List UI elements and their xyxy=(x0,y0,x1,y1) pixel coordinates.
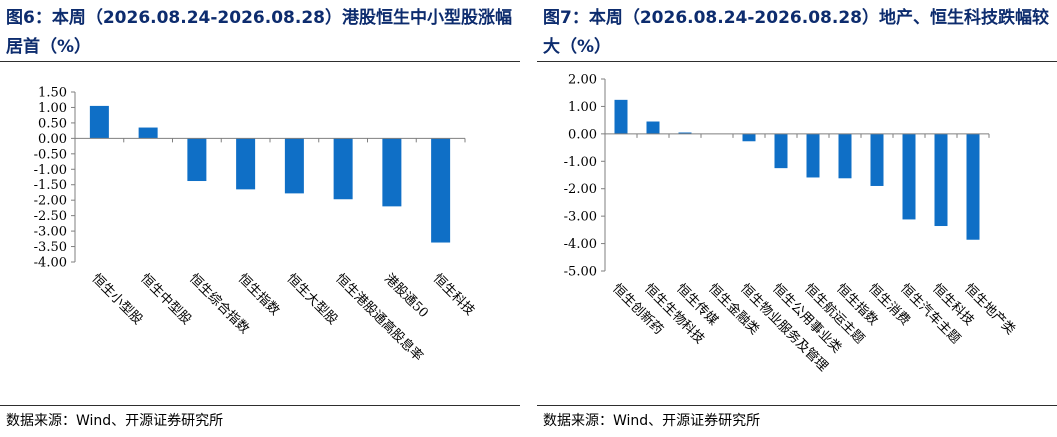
y-tick-label: -3.00 xyxy=(564,210,597,225)
chart-panel-left: 图6：本周（2026.08.24-2026.08.28）港股恒生中小型股涨幅居首… xyxy=(0,0,525,437)
chart-title: 图6：本周（2026.08.24-2026.08.28）港股恒生中小型股涨幅居首… xyxy=(6,8,512,57)
y-tick-label: 1.00 xyxy=(568,100,597,115)
bar xyxy=(236,138,256,190)
bar xyxy=(333,138,353,200)
y-tick-label: -1.00 xyxy=(564,155,597,170)
x-tick-label: 恒生大型股 xyxy=(284,271,341,328)
bar xyxy=(89,105,109,139)
y-tick-label: 0.00 xyxy=(568,127,597,142)
x-tick-label: 恒生港股通高股息率 xyxy=(332,271,426,365)
bar xyxy=(966,133,980,240)
bar xyxy=(382,138,402,207)
bar xyxy=(678,132,692,134)
bar-chart-hang-seng-index-returns: 1.501.000.500.00-0.50-1.00-1.50-2.00-2.5… xyxy=(34,86,478,365)
source-note: 数据来源：Wind、开源证券研究所 xyxy=(543,413,761,429)
bar xyxy=(774,133,788,169)
title-rule xyxy=(0,61,520,62)
y-tick-label: -2.00 xyxy=(34,194,67,209)
bar xyxy=(838,133,852,179)
y-tick-label: 2.00 xyxy=(568,73,597,88)
y-tick-label: 1.00 xyxy=(38,101,67,116)
source-rule xyxy=(0,405,520,406)
y-tick-label: -1.00 xyxy=(34,163,67,178)
y-tick-label: -5.00 xyxy=(564,265,597,280)
y-tick-label: 0.50 xyxy=(38,116,67,131)
bar xyxy=(431,138,451,243)
y-tick-label: -3.50 xyxy=(34,240,67,255)
x-tick-label: 港股通50 xyxy=(381,271,431,321)
bar xyxy=(138,127,158,139)
y-tick-label: -0.50 xyxy=(34,147,67,162)
x-tick-label: 恒生小型股 xyxy=(89,271,146,328)
bar xyxy=(742,133,756,142)
y-tick-label: -2.50 xyxy=(34,209,67,224)
y-tick-label: 1.50 xyxy=(38,86,67,101)
bar xyxy=(646,121,660,134)
x-tick-label: 恒生指数 xyxy=(235,271,282,318)
bar-chart-hang-seng-sector-returns: 2.001.000.00-1.00-2.00-3.00-4.00-5.00恒生创… xyxy=(564,73,1018,375)
chart-panel-right: 图7：本周（2026.08.24-2026.08.28）地产、恒生科技跌幅较大（… xyxy=(537,0,1057,437)
bar xyxy=(806,133,820,178)
y-tick-label: -3.00 xyxy=(34,225,67,240)
bar xyxy=(187,138,207,182)
bar xyxy=(902,133,916,220)
y-tick-label: -1.50 xyxy=(34,178,67,193)
x-tick-label: 恒生中型股 xyxy=(137,271,194,328)
source-note: 数据来源：Wind、开源证券研究所 xyxy=(6,413,224,429)
bar xyxy=(934,133,948,227)
title-rule xyxy=(537,61,1057,62)
y-tick-label: -2.00 xyxy=(564,182,597,197)
x-tick-label: 恒生科技 xyxy=(430,271,477,318)
y-tick-label: 0.00 xyxy=(38,132,67,147)
y-tick-label: -4.00 xyxy=(564,237,597,252)
chart-title: 图7：本周（2026.08.24-2026.08.28）地产、恒生科技跌幅较大（… xyxy=(543,8,1049,57)
x-tick-label: 恒生地产类 xyxy=(961,281,1018,338)
bar xyxy=(870,133,884,186)
bar xyxy=(284,138,304,194)
y-tick-label: -4.00 xyxy=(34,256,67,271)
bar xyxy=(614,99,628,134)
source-rule xyxy=(537,405,1057,406)
